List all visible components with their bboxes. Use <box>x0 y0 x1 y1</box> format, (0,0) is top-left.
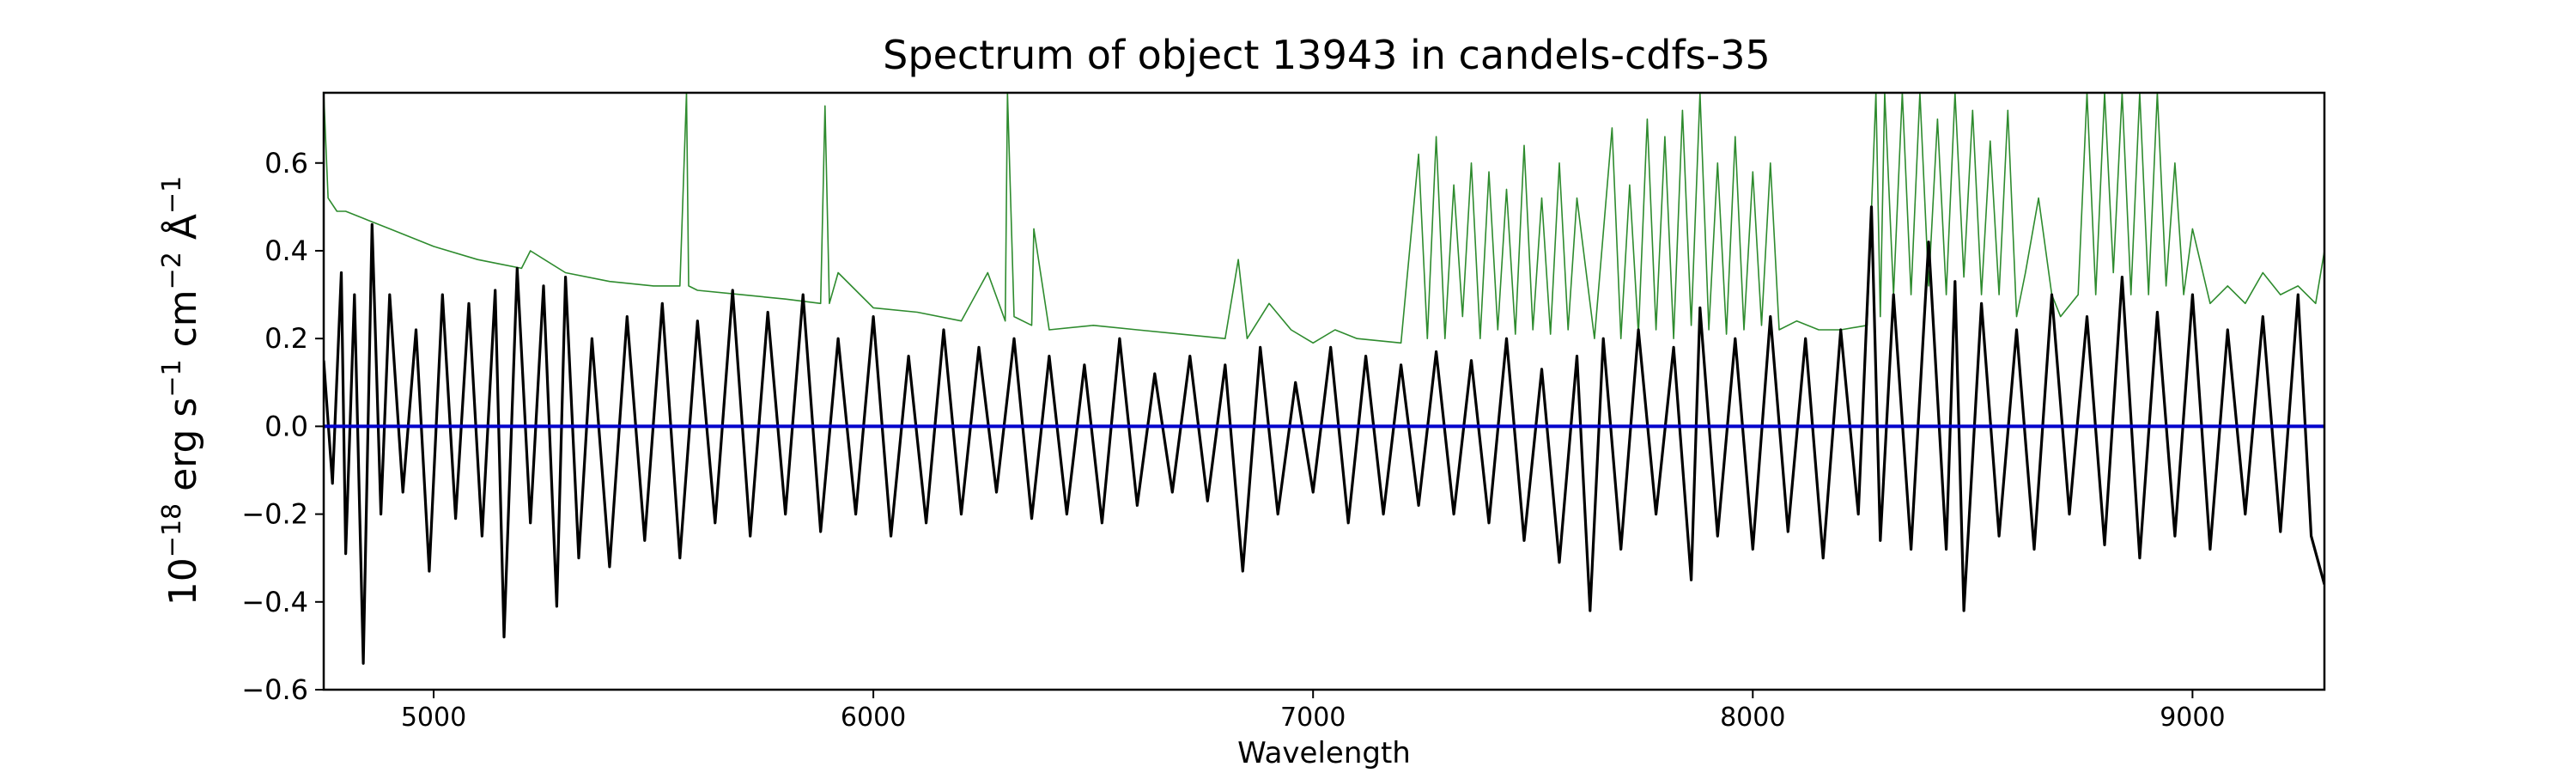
y-tick-label: 0.6 <box>264 147 308 180</box>
y-tick-label: −0.4 <box>241 586 308 618</box>
y-label-prefix-exponent: −18 <box>157 503 187 557</box>
y-label-angstrom-exponent: −1 <box>157 176 187 214</box>
y-tick-label: −0.6 <box>241 673 308 706</box>
x-axis-label: Wavelength <box>1237 736 1411 770</box>
y-axis-label: 10−18 erg s−1 cm−2 Å−1 <box>157 176 205 606</box>
x-tick-label: 7000 <box>1280 703 1346 733</box>
y-tick-label: 0.2 <box>264 322 308 355</box>
plot-area <box>324 93 2324 665</box>
axes-frame <box>322 91 2326 691</box>
x-axis-ticks: 5000 6000 7000 8000 9000 <box>401 690 2226 733</box>
y-tick-label: 0.4 <box>264 234 308 267</box>
x-tick-label: 6000 <box>841 703 906 733</box>
error-spectrum-line <box>324 93 2324 344</box>
y-axis-ticks: −0.6 −0.4 −0.2 0.0 0.2 0.4 0.6 <box>241 147 324 706</box>
y-tick-label: 0.0 <box>264 410 308 442</box>
x-tick-label: 9000 <box>2160 703 2225 733</box>
flux-spectrum-line <box>324 205 2324 665</box>
y-tick-label: −0.2 <box>241 498 308 531</box>
x-tick-label: 5000 <box>401 703 466 733</box>
y-label-erg: erg s <box>161 398 205 503</box>
y-label-s-exponent: −1 <box>157 359 187 397</box>
y-label-cm: cm <box>161 289 205 359</box>
y-label-angstrom: Å <box>160 214 205 252</box>
y-label-prefix: 10 <box>161 557 205 606</box>
chart-title: Spectrum of object 13943 in candels-cdfs… <box>883 32 1771 78</box>
y-label-cm-exponent: −2 <box>157 252 187 289</box>
x-tick-label: 8000 <box>1720 703 1785 733</box>
